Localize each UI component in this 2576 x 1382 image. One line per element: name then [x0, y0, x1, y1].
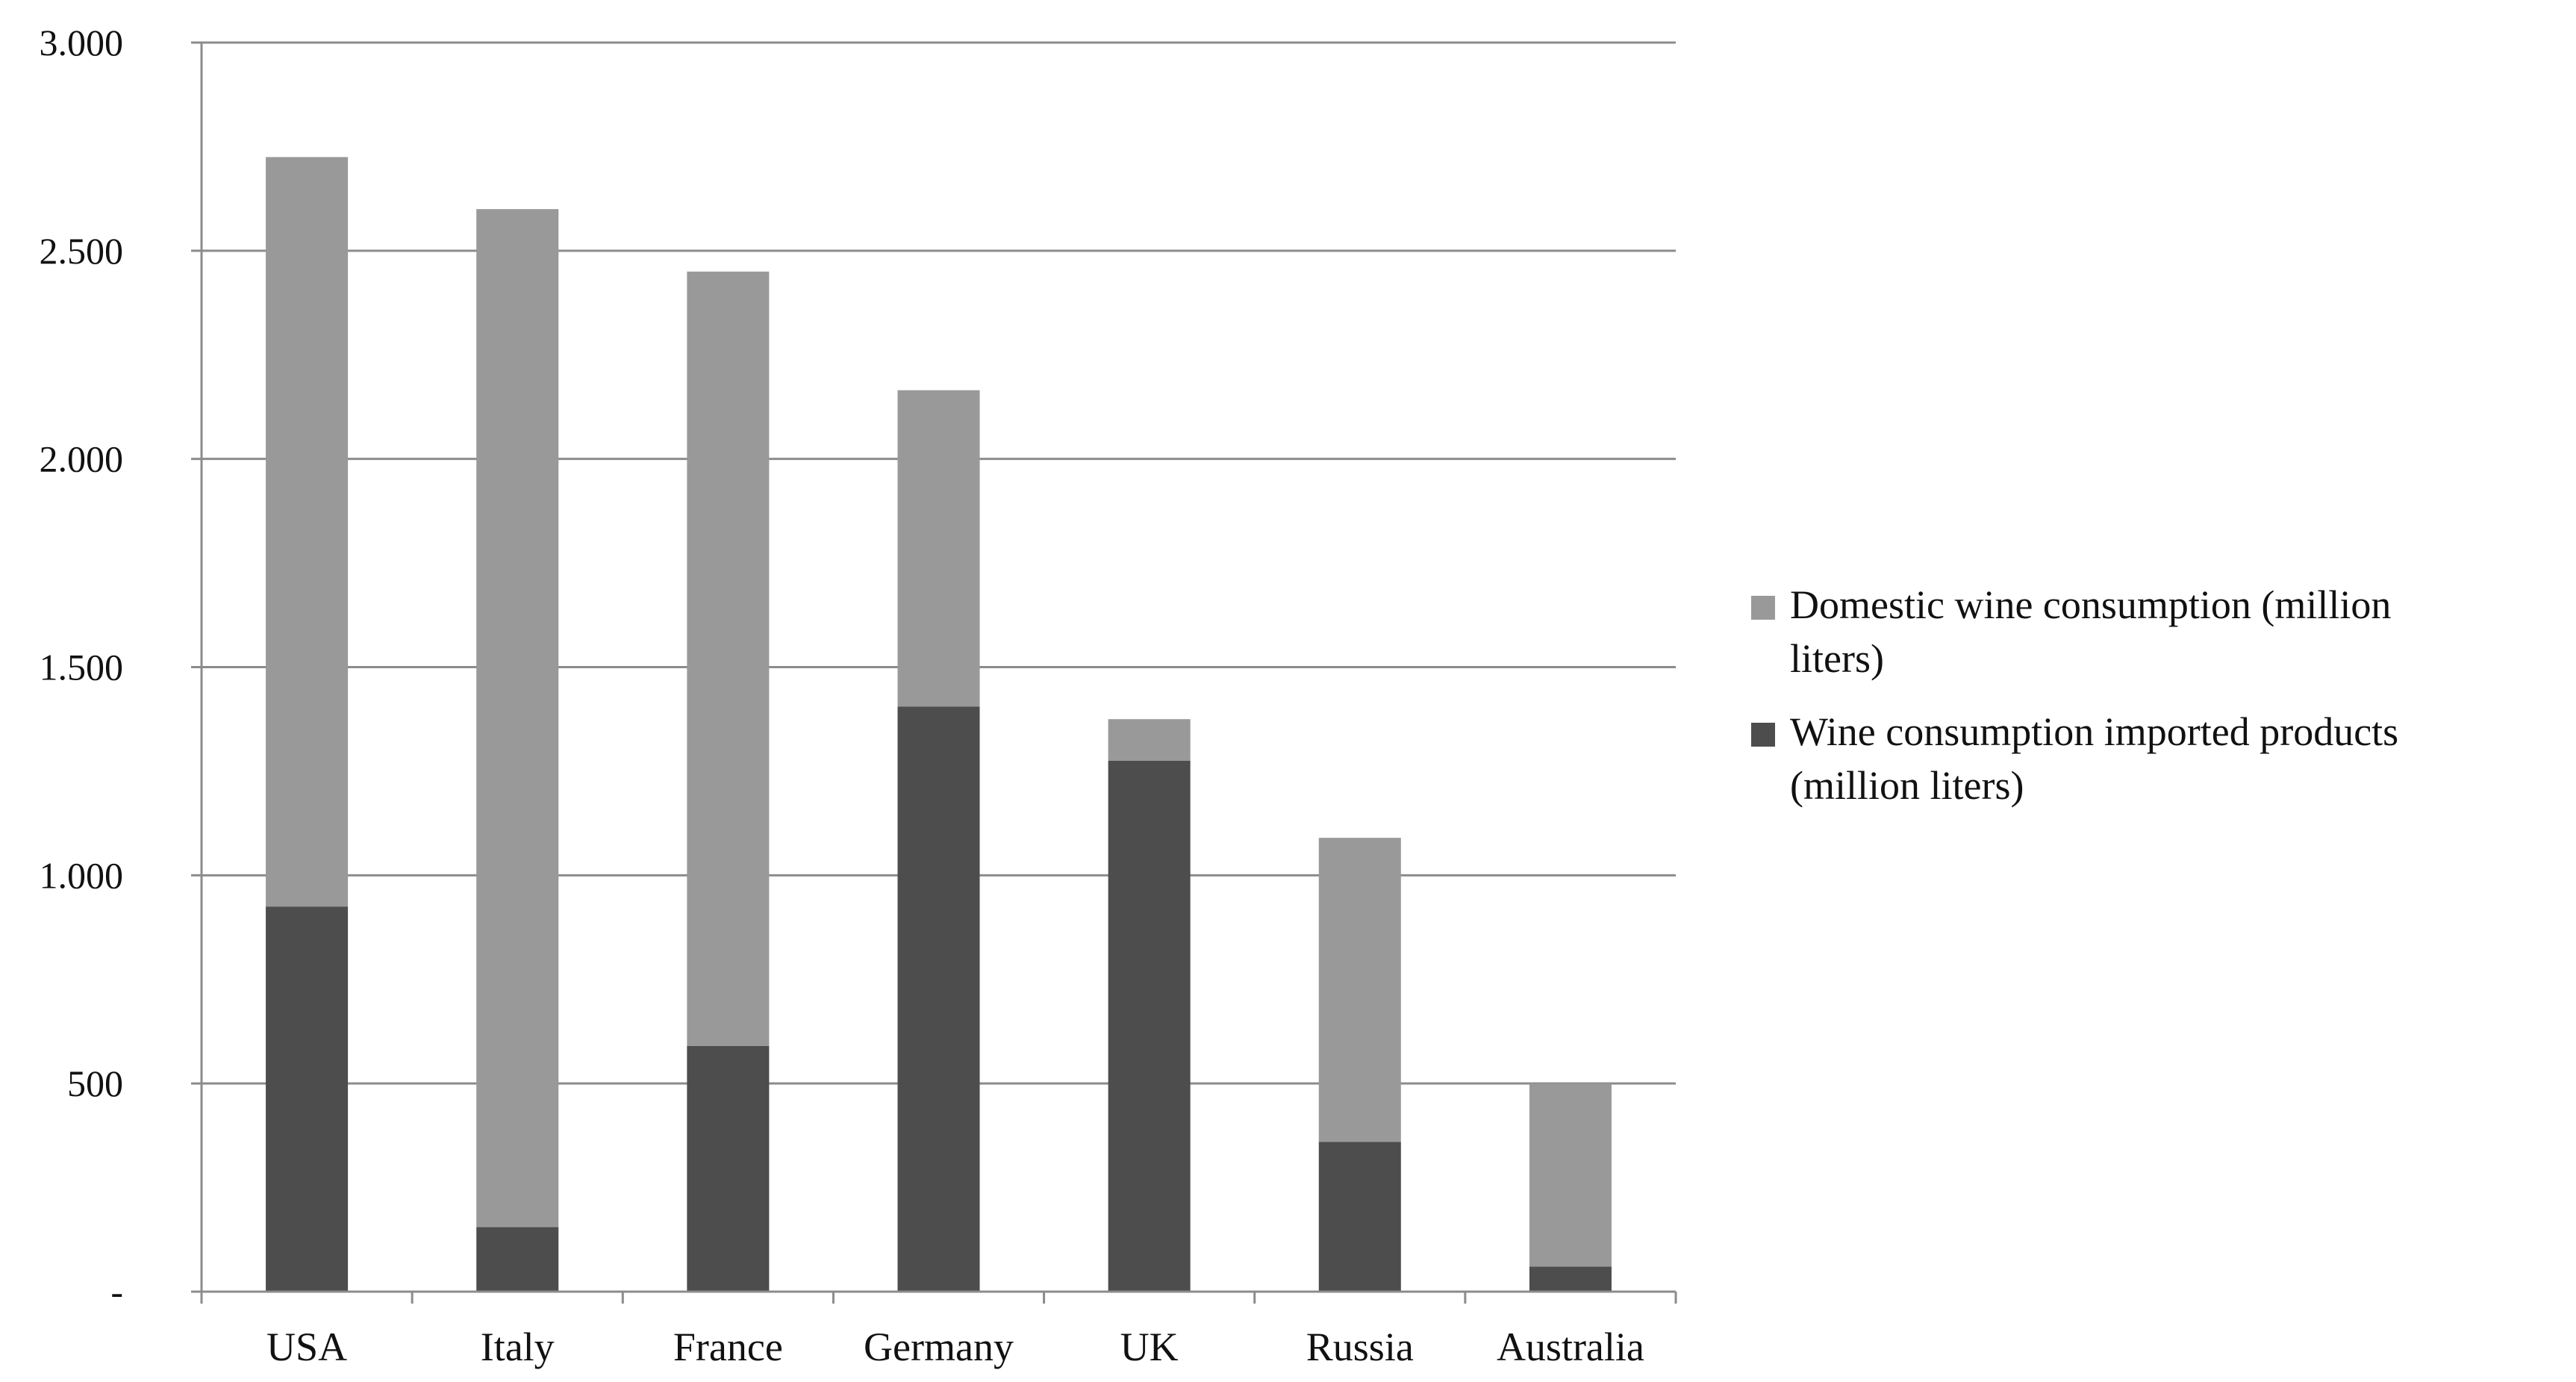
x-tick-label: UK	[1120, 1325, 1179, 1369]
bar-segment-usa-series-0	[266, 906, 349, 1292]
legend-label: liters)	[1790, 636, 1884, 681]
x-tick-label: Germany	[864, 1325, 1014, 1369]
legend-label: Wine consumption imported products	[1790, 709, 2398, 754]
legend-swatch	[1751, 596, 1775, 620]
y-tick-label: -	[110, 1271, 123, 1313]
bar-segment-germany-series-0	[897, 706, 980, 1292]
axes	[191, 41, 1677, 1304]
bar-segment-usa-series-1	[266, 157, 349, 907]
bar-segment-uk-series-0	[1108, 760, 1191, 1292]
y-tick-label: 1.000	[40, 854, 124, 896]
bar-segment-uk-series-1	[1108, 719, 1191, 761]
y-tick-label: 2.000	[40, 438, 124, 480]
legend: Domestic wine consumption (million liters…	[1751, 582, 2398, 808]
x-tick-labels: USA Italy France Germany UK Russia Australia	[266, 1325, 1644, 1369]
bar-segment-italy-series-0	[476, 1227, 559, 1292]
y-tick-label: 2.500	[40, 230, 124, 272]
x-tick-label: France	[673, 1325, 783, 1369]
bar-segment-italy-series-1	[476, 209, 559, 1227]
legend-label: (million liters)	[1790, 763, 2024, 808]
bars	[266, 157, 1612, 1292]
bar-segment-russia-series-1	[1318, 838, 1401, 1142]
y-tick-label: 1.500	[40, 647, 124, 688]
bar-segment-australia-series-1	[1529, 1083, 1612, 1267]
x-tick-label: Australia	[1497, 1325, 1644, 1369]
bar-segment-france-series-0	[687, 1045, 770, 1292]
x-tick-label: Italy	[481, 1325, 555, 1369]
y-tick-labels: - 500 1.000 1.500 2.000 2.500 3.000	[40, 22, 124, 1313]
x-tick-label: USA	[266, 1325, 347, 1369]
bar-segment-france-series-1	[687, 271, 770, 1046]
y-tick-label: 500	[67, 1062, 123, 1104]
bar-segment-russia-series-0	[1318, 1142, 1401, 1292]
bar-segment-germany-series-1	[897, 390, 980, 707]
y-tick-label: 3.000	[40, 22, 124, 63]
x-tick-label: Russia	[1306, 1325, 1414, 1369]
legend-label: Domestic wine consumption (million	[1790, 582, 2391, 627]
bar-segment-australia-series-0	[1529, 1266, 1612, 1292]
legend-swatch	[1751, 723, 1775, 747]
